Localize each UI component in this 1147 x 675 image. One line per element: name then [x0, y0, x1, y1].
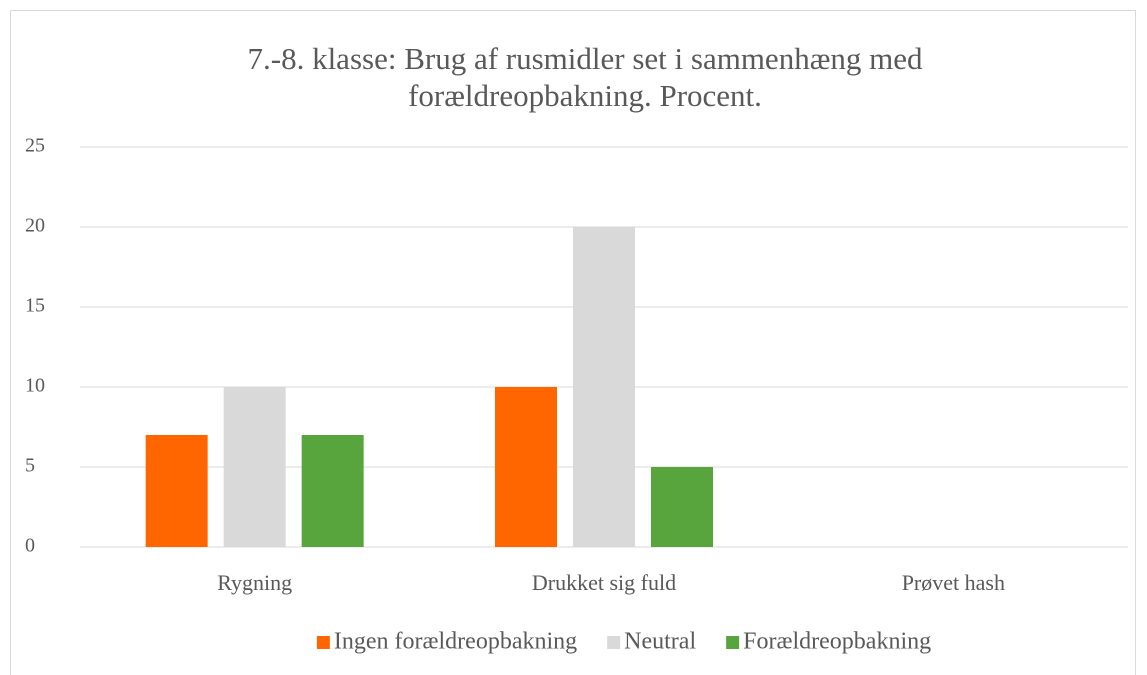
- y-tick-label: 5: [25, 455, 35, 477]
- y-tick-label: 15: [25, 295, 45, 317]
- legend-swatch: [607, 636, 621, 649]
- y-tick-label: 0: [25, 535, 35, 557]
- legend-swatch: [726, 636, 740, 649]
- bar: [573, 227, 635, 547]
- y-tick-label: 25: [25, 135, 45, 157]
- bar: [495, 387, 557, 547]
- x-tick-label: Rygning: [217, 570, 292, 595]
- bar: [223, 387, 286, 547]
- legend-label: Ingen forældreopbakning: [334, 629, 577, 655]
- legend-label: Forældreopbakning: [743, 629, 931, 655]
- legend-swatch: [316, 636, 330, 649]
- x-tick-label: Drukket sig fuld: [532, 570, 676, 595]
- y-tick-label: 10: [25, 375, 45, 397]
- bar: [651, 467, 713, 547]
- legend-label: Neutral: [624, 629, 696, 655]
- bar: [145, 435, 208, 547]
- y-tick-label: 20: [25, 215, 45, 237]
- bar: [301, 435, 364, 547]
- x-tick-label: Prøvet hash: [902, 570, 1005, 595]
- chart-title: 7.-8. klasse: Brug af rusmidler set i sa…: [247, 41, 923, 113]
